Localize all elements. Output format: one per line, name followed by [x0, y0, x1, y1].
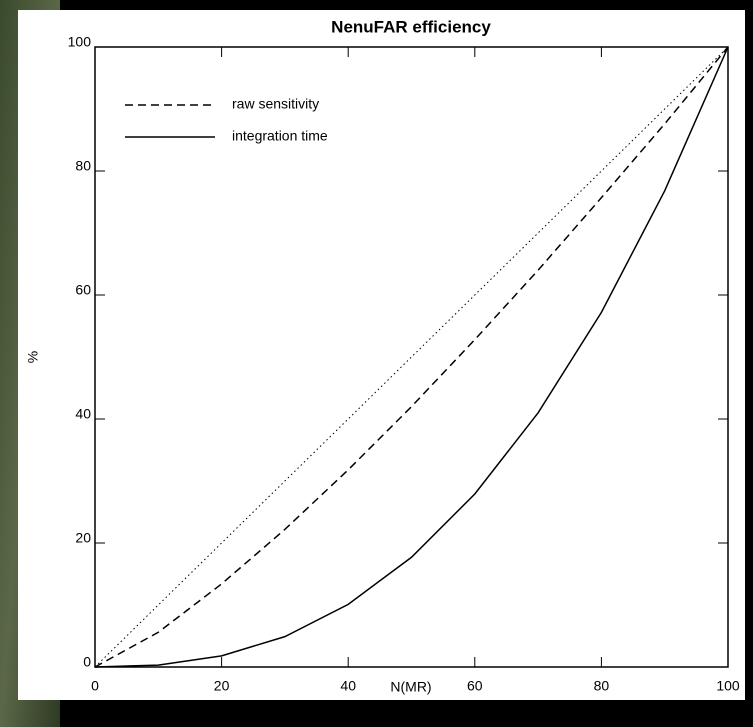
plot-frame [94, 46, 729, 668]
y-tick-label: 20 [75, 530, 91, 546]
y-tick-label: 100 [68, 34, 92, 50]
y-tick-label: 0 [83, 654, 91, 670]
x-tick-label: 0 [91, 678, 99, 694]
chart-title: NenuFAR efficiency [331, 17, 491, 36]
legend-label: raw sensitivity [232, 96, 319, 112]
x-tick-label: 80 [594, 678, 610, 694]
x-tick-label: 40 [340, 678, 356, 694]
y-tick-label: 80 [75, 158, 91, 174]
line-series [94, 46, 729, 668]
x-tick-label: 100 [716, 678, 740, 694]
x-tick-label: 60 [467, 678, 483, 694]
legend-label: integration time [232, 128, 328, 144]
x-axis-label: N(MR) [390, 679, 431, 695]
y-axis-label: % [25, 351, 41, 363]
line-series [94, 46, 729, 668]
y-tick-label: 40 [75, 406, 91, 422]
plot-panel [18, 10, 745, 700]
y-tick-label: 60 [75, 282, 91, 298]
x-tick-label: 20 [214, 678, 230, 694]
